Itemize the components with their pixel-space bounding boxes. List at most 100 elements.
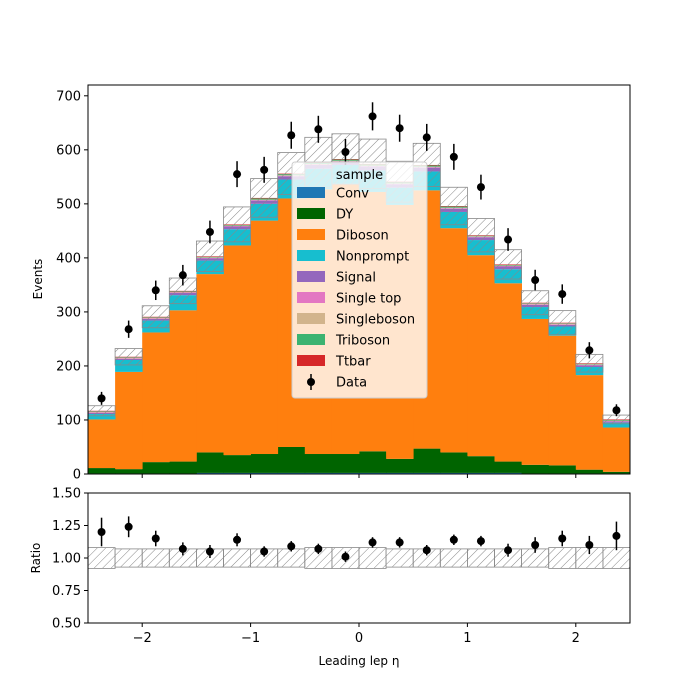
data-point <box>233 170 242 179</box>
bar-conv <box>304 472 333 474</box>
data-point <box>504 235 513 244</box>
bar-dy <box>250 454 279 473</box>
mc-uncertainty-band <box>521 290 550 316</box>
bar-diboson <box>88 419 116 469</box>
ratio-point <box>151 534 160 543</box>
mc-uncertainty-band <box>223 206 252 243</box>
ratio-point <box>124 522 133 531</box>
legend-swatch <box>297 250 325 261</box>
ratio-point <box>531 541 540 549</box>
data-point <box>151 286 160 295</box>
bar-conv <box>386 472 414 474</box>
bar-dy <box>440 452 468 473</box>
legend-swatch <box>297 355 325 366</box>
bar-dy <box>169 461 197 474</box>
legend-swatch <box>297 187 325 198</box>
ratio-point <box>97 528 106 536</box>
data-point <box>422 133 431 142</box>
main-y-tick-label: 200 <box>56 359 81 374</box>
legend-data-marker <box>307 378 315 386</box>
ratio-point <box>504 546 513 555</box>
x-tick-label: 1 <box>463 631 471 646</box>
legend-label: Conv <box>336 187 369 202</box>
ratio-point <box>612 531 621 540</box>
bar-dy <box>304 454 333 473</box>
data-point <box>124 325 133 334</box>
legend-box <box>291 161 428 399</box>
ratio-uncertainty-band <box>602 547 631 569</box>
x-tick-label: 0 <box>355 631 363 646</box>
data-point <box>287 131 296 140</box>
ratio-point <box>314 544 323 553</box>
bar-conv <box>494 472 522 474</box>
ratio-y-tick-label: 0.50 <box>52 617 81 632</box>
ratio-point <box>585 541 594 549</box>
ratio-uncertainty-band <box>466 548 495 568</box>
ratio-y-tick-label: 1.50 <box>52 487 81 502</box>
bar-diboson <box>440 228 468 453</box>
bar-dy <box>359 451 387 473</box>
main-y-tick-label: 0 <box>73 468 81 483</box>
ratio-point <box>395 538 404 547</box>
mc-uncertainty-band <box>494 249 523 280</box>
ratio-point <box>558 534 567 543</box>
bar-dy <box>196 452 224 473</box>
mc-uncertainty-band <box>602 414 631 425</box>
ratio-plot-panel: 0.50 0.75 1.00 1.25 1.50 −2 −1 0 1 2 <box>52 487 631 646</box>
ratio-point <box>368 538 377 547</box>
bar-diboson <box>467 255 495 457</box>
data-point <box>205 227 214 236</box>
bar-dy <box>277 446 306 473</box>
legend: sample Conv DY Diboson Nonprompt Signal Single… <box>291 161 428 399</box>
x-tick-label: −2 <box>133 631 152 646</box>
bar-diboson <box>196 274 224 453</box>
bar-nonprompt <box>602 422 631 428</box>
bar-conv <box>331 472 360 474</box>
ratio-uncertainty-band <box>548 547 577 569</box>
bar-conv <box>223 472 251 474</box>
main-y-tick-label: 400 <box>56 251 81 266</box>
legend-swatch <box>297 292 325 303</box>
ratio-y-tick-label: 1.25 <box>52 519 81 534</box>
bar-dy <box>142 462 170 474</box>
ratio-uncertainty-band <box>385 548 414 568</box>
bar-dy <box>331 454 360 473</box>
bar-dy <box>386 458 414 473</box>
ratio-uncertainty-band <box>439 548 468 568</box>
ratio-y-tick-label: 1.00 <box>52 552 81 567</box>
x-axis-label: Leading lep η <box>319 654 400 668</box>
bar-dy <box>223 455 251 473</box>
legend-label: Ttbar <box>335 355 371 370</box>
ratio-y-tick-label: 0.75 <box>52 584 81 599</box>
bar-diboson <box>223 245 251 456</box>
legend-label: DY <box>336 208 353 223</box>
bar-dy <box>602 471 631 474</box>
bar-dy <box>548 465 577 474</box>
legend-swatch <box>297 208 325 219</box>
data-point <box>558 290 567 299</box>
data-point <box>97 394 106 403</box>
ratio-uncertainty-band <box>87 547 116 569</box>
legend-swatch <box>297 334 325 345</box>
bar-diboson <box>602 427 631 472</box>
ratio-point <box>233 535 242 544</box>
data-point <box>585 346 594 355</box>
ratio-point <box>287 542 296 551</box>
legend-label: Signal <box>336 271 376 286</box>
bar-nonprompt <box>88 414 116 420</box>
bar-conv <box>277 472 306 474</box>
mc-uncertainty-band <box>87 405 116 417</box>
ratio-uncertainty-band <box>277 548 306 568</box>
legend-title: sample <box>336 168 383 183</box>
legend-label: Nonprompt <box>336 250 409 265</box>
bar-diboson <box>521 318 550 465</box>
ratio-point <box>341 552 350 561</box>
legend-swatch <box>297 229 325 240</box>
data-point <box>476 183 485 192</box>
main-y-axis-label: Events <box>31 259 45 300</box>
bar-diboson <box>115 371 143 470</box>
ratio-point <box>205 547 214 556</box>
legend-label: Triboson <box>335 334 390 349</box>
bar-nonprompt <box>115 360 143 372</box>
